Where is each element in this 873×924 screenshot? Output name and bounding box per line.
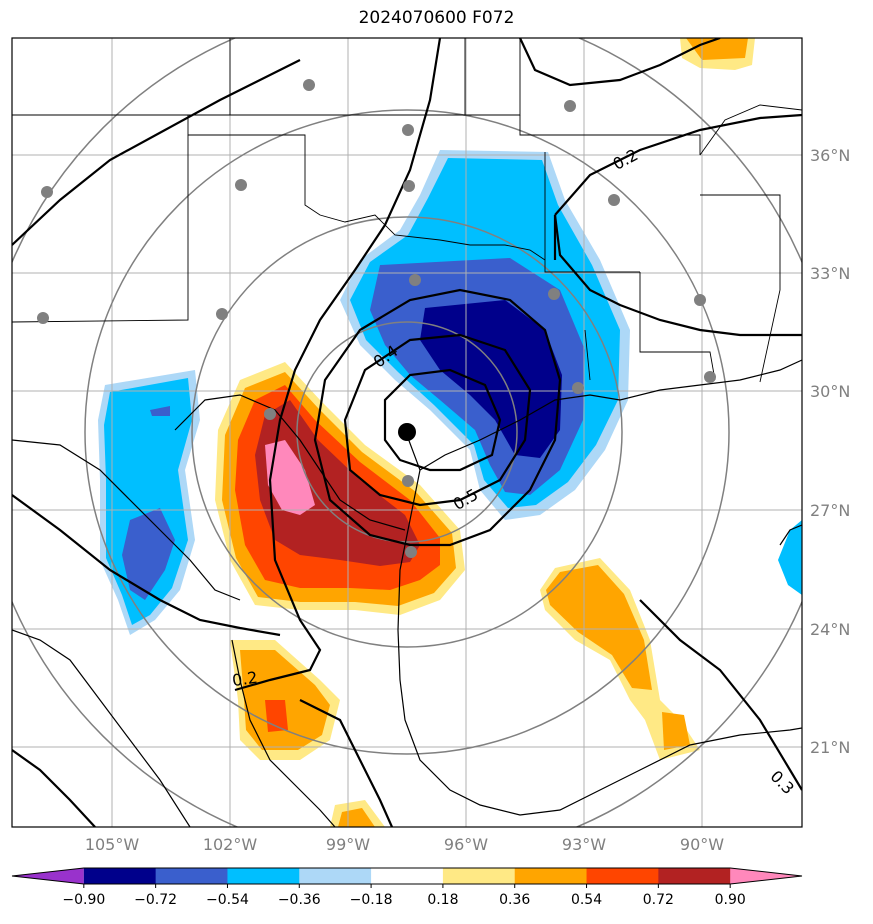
coastlines [12,359,802,827]
lat-label: 21°N [810,738,850,757]
graticule [12,38,802,827]
latitude-labels: 36°N 33°N 30°N 27°N 24°N 21°N [810,146,850,757]
contour-lines [12,38,802,827]
lon-label: 96°W [444,835,488,854]
map-plot-area: 0.2 0.4 0.5 0.2 0.3 [12,38,802,827]
colorbar-segment [371,868,444,884]
colorbar-segment [442,868,516,884]
lon-label: 93°W [562,835,606,854]
longitude-labels: 105°W 102°W 99°W 96°W 93°W 90°W [85,835,724,854]
state-borders [12,38,802,383]
map-frame [11,37,803,828]
southern-positive-blobs [230,38,755,827]
colorbar-tick-label: −0.18 [350,892,393,908]
lat-label: 30°N [810,382,850,401]
contour-label: 0.2 [231,668,259,690]
colorbar-segment [155,868,228,884]
lat-label: 24°N [810,620,850,639]
colorbar-tick-label: 0.54 [571,892,602,908]
colorbar-tick-label: −0.72 [134,892,177,908]
lon-label: 99°W [326,835,370,854]
colorbar-tick-label: 0.18 [427,892,458,908]
colorbar-segment [586,868,659,884]
eastern-negative-blob [778,520,802,595]
map-title: 2024070600 F072 [358,8,515,28]
lon-label: 90°W [680,835,724,854]
colorbar-tick-label: −0.90 [62,892,105,908]
colorbar-tick-label: −0.54 [206,892,249,908]
colorbar-segment [658,868,731,884]
colorbar-segment [12,868,84,884]
colorbar-tick-label: −0.36 [278,892,321,908]
colorbar-segment [299,868,372,884]
lat-label: 27°N [810,501,850,520]
colorbar-segment [227,868,300,884]
colorbar-tick-label: 0.72 [643,892,674,908]
colorbar-tick-label: 0.90 [715,892,746,908]
colorbar: −0.90 −0.72 −0.54 −0.36 −0.18 0.18 0.36 0.54 0.7… [11,867,803,908]
western-negative-blob [98,370,200,635]
colorbar-segment [514,868,588,884]
lon-label: 105°W [85,835,140,854]
colorbar-tick-label: 0.36 [499,892,530,908]
station-markers [37,79,716,558]
lat-label: 33°N [810,264,850,283]
colorbar-segment [83,868,157,884]
lon-label: 102°W [203,835,258,854]
lat-label: 36°N [810,146,850,165]
range-rings [12,38,802,827]
storm-center-marker [398,423,416,441]
colorbar-segment [730,868,802,884]
